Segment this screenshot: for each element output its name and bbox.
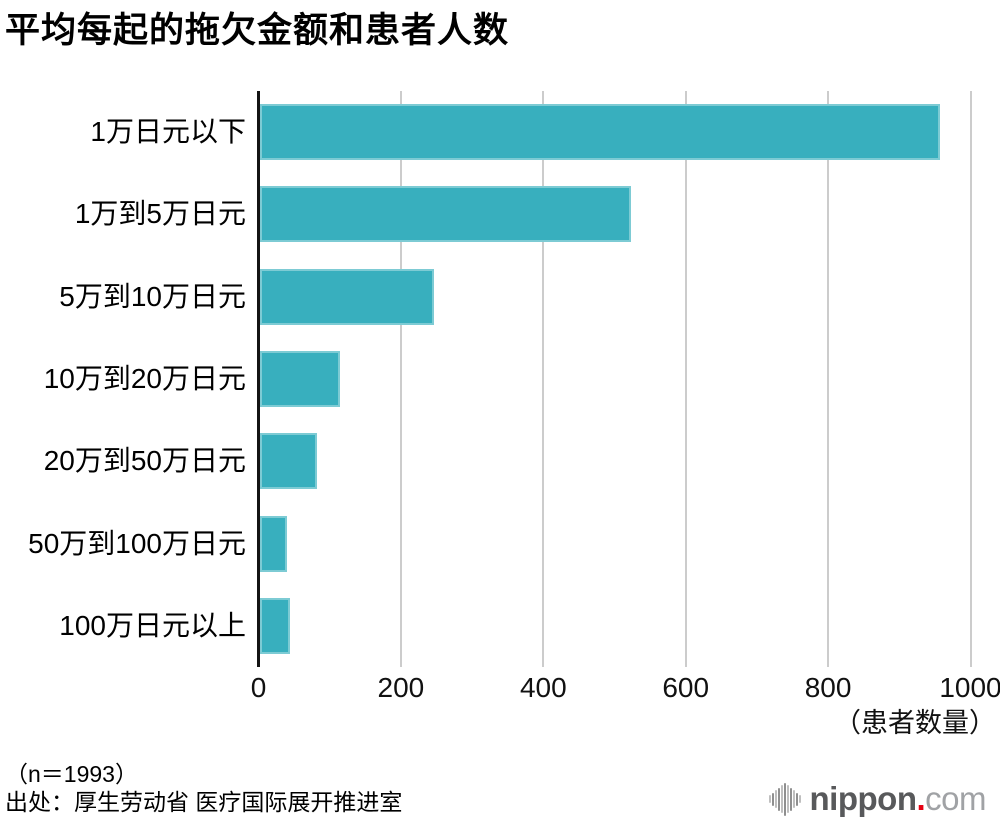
logo-dot: . bbox=[916, 780, 926, 817]
gridline-x-1000 bbox=[969, 91, 972, 667]
logo-brand: nippon bbox=[809, 780, 917, 817]
x-tick-label-1000: 1000 bbox=[939, 672, 1000, 703]
category-label: 1万日元以下 bbox=[90, 116, 246, 147]
logo-tld: com bbox=[925, 780, 986, 817]
bar-100万日元以上 bbox=[260, 597, 290, 654]
category-label: 20万到50万日元 bbox=[43, 445, 246, 477]
chart-footer: （n＝1993） 出处：厚生劳动省 医疗国际展开推进室 bbox=[5, 760, 402, 816]
category-label: 1万到5万日元 bbox=[74, 198, 246, 230]
logo-text: nippon.com bbox=[809, 780, 987, 817]
gridline-x-400 bbox=[542, 91, 545, 667]
x-tick-label-0: 0 bbox=[250, 672, 267, 703]
x-tick-label-600: 600 bbox=[662, 672, 710, 703]
nippon-logo: nippon.com bbox=[768, 780, 987, 817]
sample-size-note: （n＝1993） bbox=[5, 761, 138, 787]
x-tick-label-200: 200 bbox=[377, 672, 425, 703]
gridline-x-600 bbox=[684, 91, 687, 667]
x-axis-unit-label: （患者数量） bbox=[834, 708, 996, 738]
y-axis-line bbox=[257, 91, 260, 667]
bar-1万日元以下 bbox=[260, 104, 940, 160]
bar-5万到10万日元 bbox=[260, 268, 434, 325]
category-label: 50万到100万日元 bbox=[28, 527, 246, 559]
soundwave-icon bbox=[768, 782, 801, 816]
gridline-x-800 bbox=[827, 91, 830, 667]
bar-50万到100万日元 bbox=[260, 515, 288, 572]
category-label: 5万到10万日元 bbox=[59, 280, 246, 312]
source-note: 出处：厚生劳动省 医疗国际展开推进室 bbox=[5, 789, 403, 815]
bar-20万到50万日元 bbox=[260, 433, 317, 490]
category-label: 10万到20万日元 bbox=[43, 362, 246, 394]
x-tick-label-800: 800 bbox=[804, 672, 852, 703]
bar-1万到5万日元 bbox=[260, 186, 631, 243]
chart-title: 平均每起的拖欠金额和患者人数 bbox=[5, 11, 510, 50]
bar-10万到20万日元 bbox=[260, 350, 341, 407]
category-label: 100万日元以上 bbox=[59, 609, 246, 641]
x-tick-label-400: 400 bbox=[519, 672, 567, 703]
gridline-x-200 bbox=[399, 91, 402, 667]
